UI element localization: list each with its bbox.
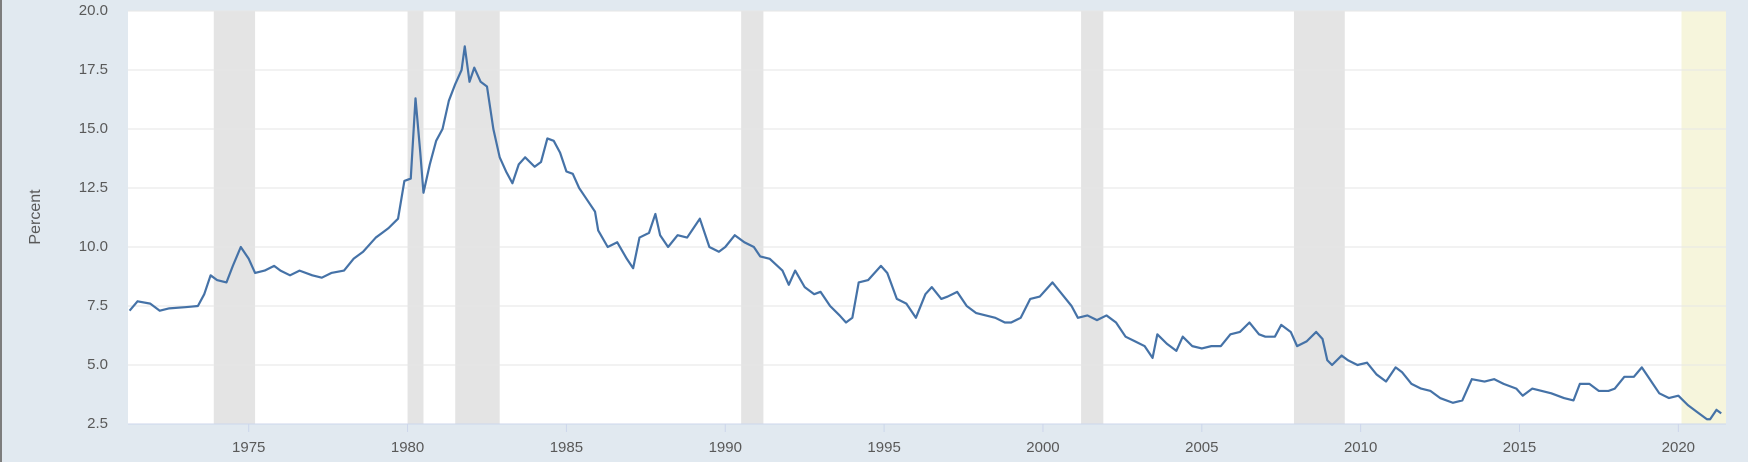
recession-band xyxy=(1081,11,1104,424)
x-tick-label: 1990 xyxy=(709,439,742,456)
y-tick-label: 17.5 xyxy=(79,61,108,78)
recession-band xyxy=(213,11,256,424)
x-tick-label: 1995 xyxy=(867,439,900,456)
x-tick-label: 2010 xyxy=(1344,439,1377,456)
y-tick-label: 5.0 xyxy=(87,356,108,373)
y-tick-label: 15.0 xyxy=(79,120,108,137)
x-tick-label: 2005 xyxy=(1185,439,1218,456)
recession-band xyxy=(407,11,424,424)
y-tick-label: 20.0 xyxy=(79,2,108,19)
y-tick-label: 10.0 xyxy=(79,238,108,255)
x-tick-label: 2000 xyxy=(1026,439,1059,456)
y-tick-label: 12.5 xyxy=(79,179,108,196)
y-tick-label: 2.5 xyxy=(87,415,108,432)
x-tick-label: 1980 xyxy=(391,439,424,456)
data-line xyxy=(128,45,1722,421)
x-tick-label: 2015 xyxy=(1503,439,1536,456)
x-tick-label: 1985 xyxy=(550,439,583,456)
x-tick-label: 2020 xyxy=(1662,439,1695,456)
highlight-band xyxy=(1681,11,1726,424)
recession-band xyxy=(1293,11,1345,424)
y-axis-label: Percent xyxy=(27,189,44,245)
y-tick-label: 7.5 xyxy=(87,297,108,314)
recession-band xyxy=(455,11,500,424)
plot-area xyxy=(128,11,1726,424)
recession-band xyxy=(741,11,764,424)
x-tick-label: 1975 xyxy=(232,439,265,456)
